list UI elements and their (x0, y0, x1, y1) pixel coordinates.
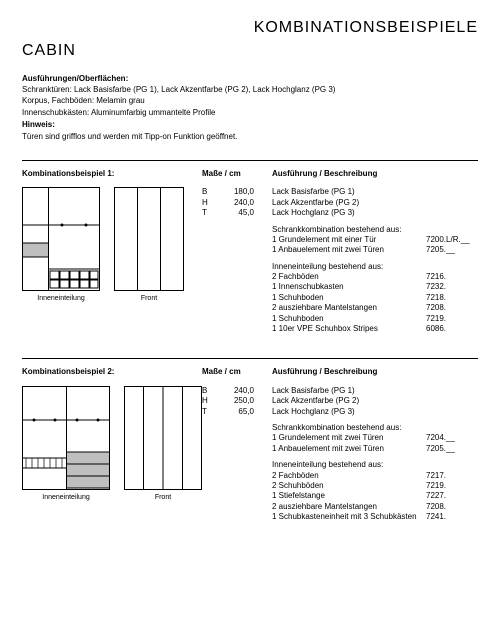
item-code: 7217. (426, 471, 478, 481)
item-code: 7216. (426, 272, 478, 282)
dim-label: T (202, 208, 214, 218)
item-text: 1 10er VPE Schuhbox Stripes (272, 324, 426, 334)
section-body: Inneneinteilung Front B180,0 H240,0 T45,… (22, 187, 478, 340)
item-code: 7205.__ (426, 444, 478, 454)
item-text: 1 Innenschubkasten (272, 282, 426, 292)
item-code: 7200.L/R.__ (426, 235, 478, 245)
item-code: 7204.__ (426, 433, 478, 443)
finish-line: Lack Akzentfarbe (PG 2) (272, 396, 478, 406)
item-code: 7241. (426, 512, 478, 522)
finish-line: Lack Akzentfarbe (PG 2) (272, 198, 478, 208)
dim-label: T (202, 407, 214, 417)
diagrams-col: Inneneinteilung Front (22, 187, 202, 340)
col-header-dims: Maße / cm (202, 169, 272, 179)
intro-heading: Hinweis: (22, 120, 478, 130)
page-title-left: CABIN (22, 41, 478, 62)
finish-line: Lack Basisfarbe (PG 1) (272, 187, 478, 197)
diagram-inner: Inneneinteilung (22, 386, 110, 502)
section-title: Kombinationsbeispiel 1: (22, 169, 202, 179)
section-header: Kombinationsbeispiel 2: Maße / cm Ausfüh… (22, 367, 478, 377)
dim-label: B (202, 187, 214, 197)
item-text: 1 Grundelement mit einer Tür (272, 235, 426, 245)
item-text: 1 Anbauelement mit zwei Türen (272, 444, 426, 454)
diagrams-col: Inneneinteilung Front (22, 386, 202, 529)
dim-value: 240,0 (214, 198, 254, 208)
diagram-front: Front (114, 187, 184, 303)
diagram-inner-svg (22, 386, 110, 490)
section-header: Kombinationsbeispiel 1: Maße / cm Ausfüh… (22, 169, 478, 179)
item-text: 1 Schubkasteneinheit mit 3 Schubkästen (272, 512, 426, 522)
group-title: Inneneinteilung bestehend aus: (272, 262, 478, 272)
item-text: 2 ausziehbare Mantelstangen (272, 303, 426, 313)
dim-value: 65,0 (214, 407, 254, 417)
dims-col: B240,0 H250,0 T65,0 (202, 386, 272, 529)
section-1: Kombinationsbeispiel 1: Maße / cm Ausfüh… (22, 160, 478, 340)
desc-col: Lack Basisfarbe (PG 1) Lack Akzentfarbe … (272, 187, 478, 340)
dim-label: H (202, 198, 214, 208)
dim-label: B (202, 386, 214, 396)
page-title-right: KOMBINATIONSBEISPIELE (22, 18, 478, 39)
intro-line: Türen sind grifflos und werden mit Tipp-… (22, 132, 478, 142)
intro-heading: Ausführungen/Oberflächen: (22, 74, 478, 84)
item-text: 2 ausziehbare Mantelstangen (272, 502, 426, 512)
col-header-desc: Ausführung / Beschreibung (272, 169, 478, 179)
diagram-caption: Inneneinteilung (22, 294, 100, 303)
group-title: Inneneinteilung bestehend aus: (272, 460, 478, 470)
item-code: 7219. (426, 314, 478, 324)
finish-line: Lack Hochglanz (PG 3) (272, 407, 478, 417)
intro-line: Korpus, Fachböden: Melamin grau (22, 96, 478, 106)
group-title: Schrankkombination bestehend aus: (272, 423, 478, 433)
item-code: 7208. (426, 502, 478, 512)
intro-line: Innenschubkästen: Aluminumfarbig ummante… (22, 108, 478, 118)
col-header-desc: Ausführung / Beschreibung (272, 367, 478, 377)
item-code: 7219. (426, 481, 478, 491)
dim-value: 45,0 (214, 208, 254, 218)
diagram-front-svg (124, 386, 202, 490)
intro-block: Ausführungen/Oberflächen: Schranktüren: … (22, 74, 478, 142)
item-text: 2 Fachböden (272, 272, 426, 282)
diagram-front-svg (114, 187, 184, 291)
section-body: Inneneinteilung Front B240,0 H250,0 T65,… (22, 386, 478, 529)
item-code: 7218. (426, 293, 478, 303)
finish-line: Lack Hochglanz (PG 3) (272, 208, 478, 218)
diagram-inner-svg (22, 187, 100, 291)
section-2: Kombinationsbeispiel 2: Maße / cm Ausfüh… (22, 358, 478, 528)
item-text: 1 Stiefelstange (272, 491, 426, 501)
item-text: 1 Grundelement mit zwei Türen (272, 433, 426, 443)
item-code: 6086. (426, 324, 478, 334)
dim-value: 250,0 (214, 396, 254, 406)
diagram-front: Front (124, 386, 202, 502)
group-title: Schrankkombination bestehend aus: (272, 225, 478, 235)
title-block: KOMBINATIONSBEISPIELE CABIN (22, 18, 478, 62)
item-code: 7208. (426, 303, 478, 313)
item-code: 7232. (426, 282, 478, 292)
dim-label: H (202, 396, 214, 406)
diagram-caption: Front (124, 493, 202, 502)
item-code: 7205.__ (426, 245, 478, 255)
finish-line: Lack Basisfarbe (PG 1) (272, 386, 478, 396)
item-text: 1 Schuhboden (272, 314, 426, 324)
item-text: 1 Schuhboden (272, 293, 426, 303)
col-header-dims: Maße / cm (202, 367, 272, 377)
section-title: Kombinationsbeispiel 2: (22, 367, 202, 377)
item-text: 1 Anbauelement mit zwei Türen (272, 245, 426, 255)
dims-col: B180,0 H240,0 T45,0 (202, 187, 272, 340)
intro-line: Schranktüren: Lack Basisfarbe (PG 1), La… (22, 85, 478, 95)
diagram-caption: Inneneinteilung (22, 493, 110, 502)
item-code: 7227. (426, 491, 478, 501)
diagram-caption: Front (114, 294, 184, 303)
desc-col: Lack Basisfarbe (PG 1) Lack Akzentfarbe … (272, 386, 478, 529)
diagram-inner: Inneneinteilung (22, 187, 100, 303)
dim-value: 180,0 (214, 187, 254, 197)
item-text: 2 Schuhböden (272, 481, 426, 491)
dim-value: 240,0 (214, 386, 254, 396)
item-text: 2 Fachböden (272, 471, 426, 481)
